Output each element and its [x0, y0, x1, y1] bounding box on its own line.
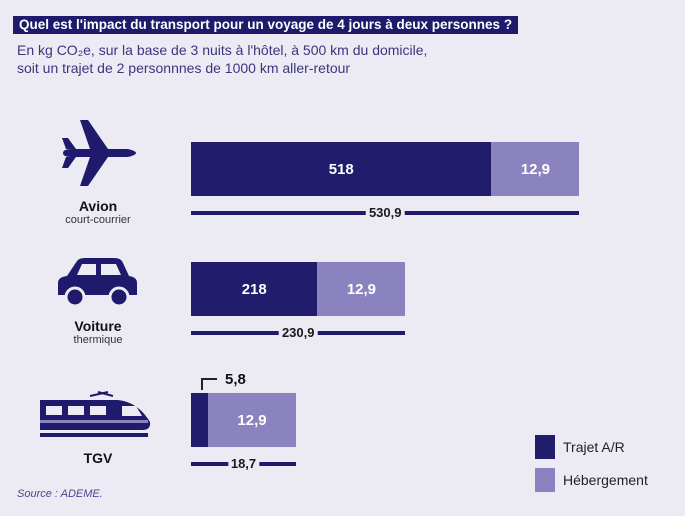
- category-voiture: Voiture thermique: [38, 318, 158, 346]
- car-icon: [58, 258, 137, 308]
- data-label-trajet-value: 5,8: [225, 371, 246, 388]
- total-label: 230,9: [278, 325, 318, 341]
- total-tgv: 18,7: [191, 456, 296, 472]
- bar-segment-trajet: 218: [191, 262, 318, 316]
- legend-label-trajet: Trajet A/R: [563, 439, 625, 455]
- plane-icon: [62, 120, 136, 186]
- bar-segment-trajet: [191, 393, 208, 447]
- category-name: Voiture: [74, 318, 122, 334]
- total-label: 18,7: [227, 456, 260, 472]
- bar-segment-hebergement: 12,9: [208, 393, 296, 447]
- bar-segment-hebergement: 12,9: [491, 142, 580, 196]
- bar-segment-hebergement: 12,9: [317, 262, 406, 316]
- category-detail: court-courrier: [65, 214, 131, 226]
- legend-item-trajet: Trajet A/R: [535, 435, 625, 459]
- leader-line: [201, 378, 217, 390]
- legend-swatch-hebergement: [535, 468, 555, 492]
- subtitle-line-2: soit un trajet de 2 personnnes de 1000 k…: [17, 60, 351, 76]
- subtitle-line-1: En kg CO₂e, sur la base de 3 nuits à l'h…: [17, 42, 428, 58]
- category-name: TGV: [83, 450, 113, 466]
- category-name: Avion: [78, 198, 118, 214]
- category-detail: thermique: [73, 334, 123, 346]
- source-note: Source : ADEME.: [17, 488, 103, 500]
- bar-segment-trajet: 518: [191, 142, 492, 196]
- train-icon: [40, 391, 151, 437]
- category-avion: Avion court-courrier: [38, 198, 158, 226]
- legend-swatch-trajet: [535, 435, 555, 459]
- total-avion: 530,9: [191, 205, 580, 221]
- legend-label-hebergement: Hébergement: [563, 472, 648, 488]
- legend-item-hebergement: Hébergement: [535, 468, 648, 492]
- total-label: 530,9: [365, 205, 405, 221]
- chart-title: Quel est l'impact du transport pour un v…: [13, 16, 519, 34]
- category-tgv: TGV: [38, 450, 158, 466]
- data-label-trajet: 5,8: [201, 371, 246, 390]
- total-voiture: 230,9: [191, 325, 406, 341]
